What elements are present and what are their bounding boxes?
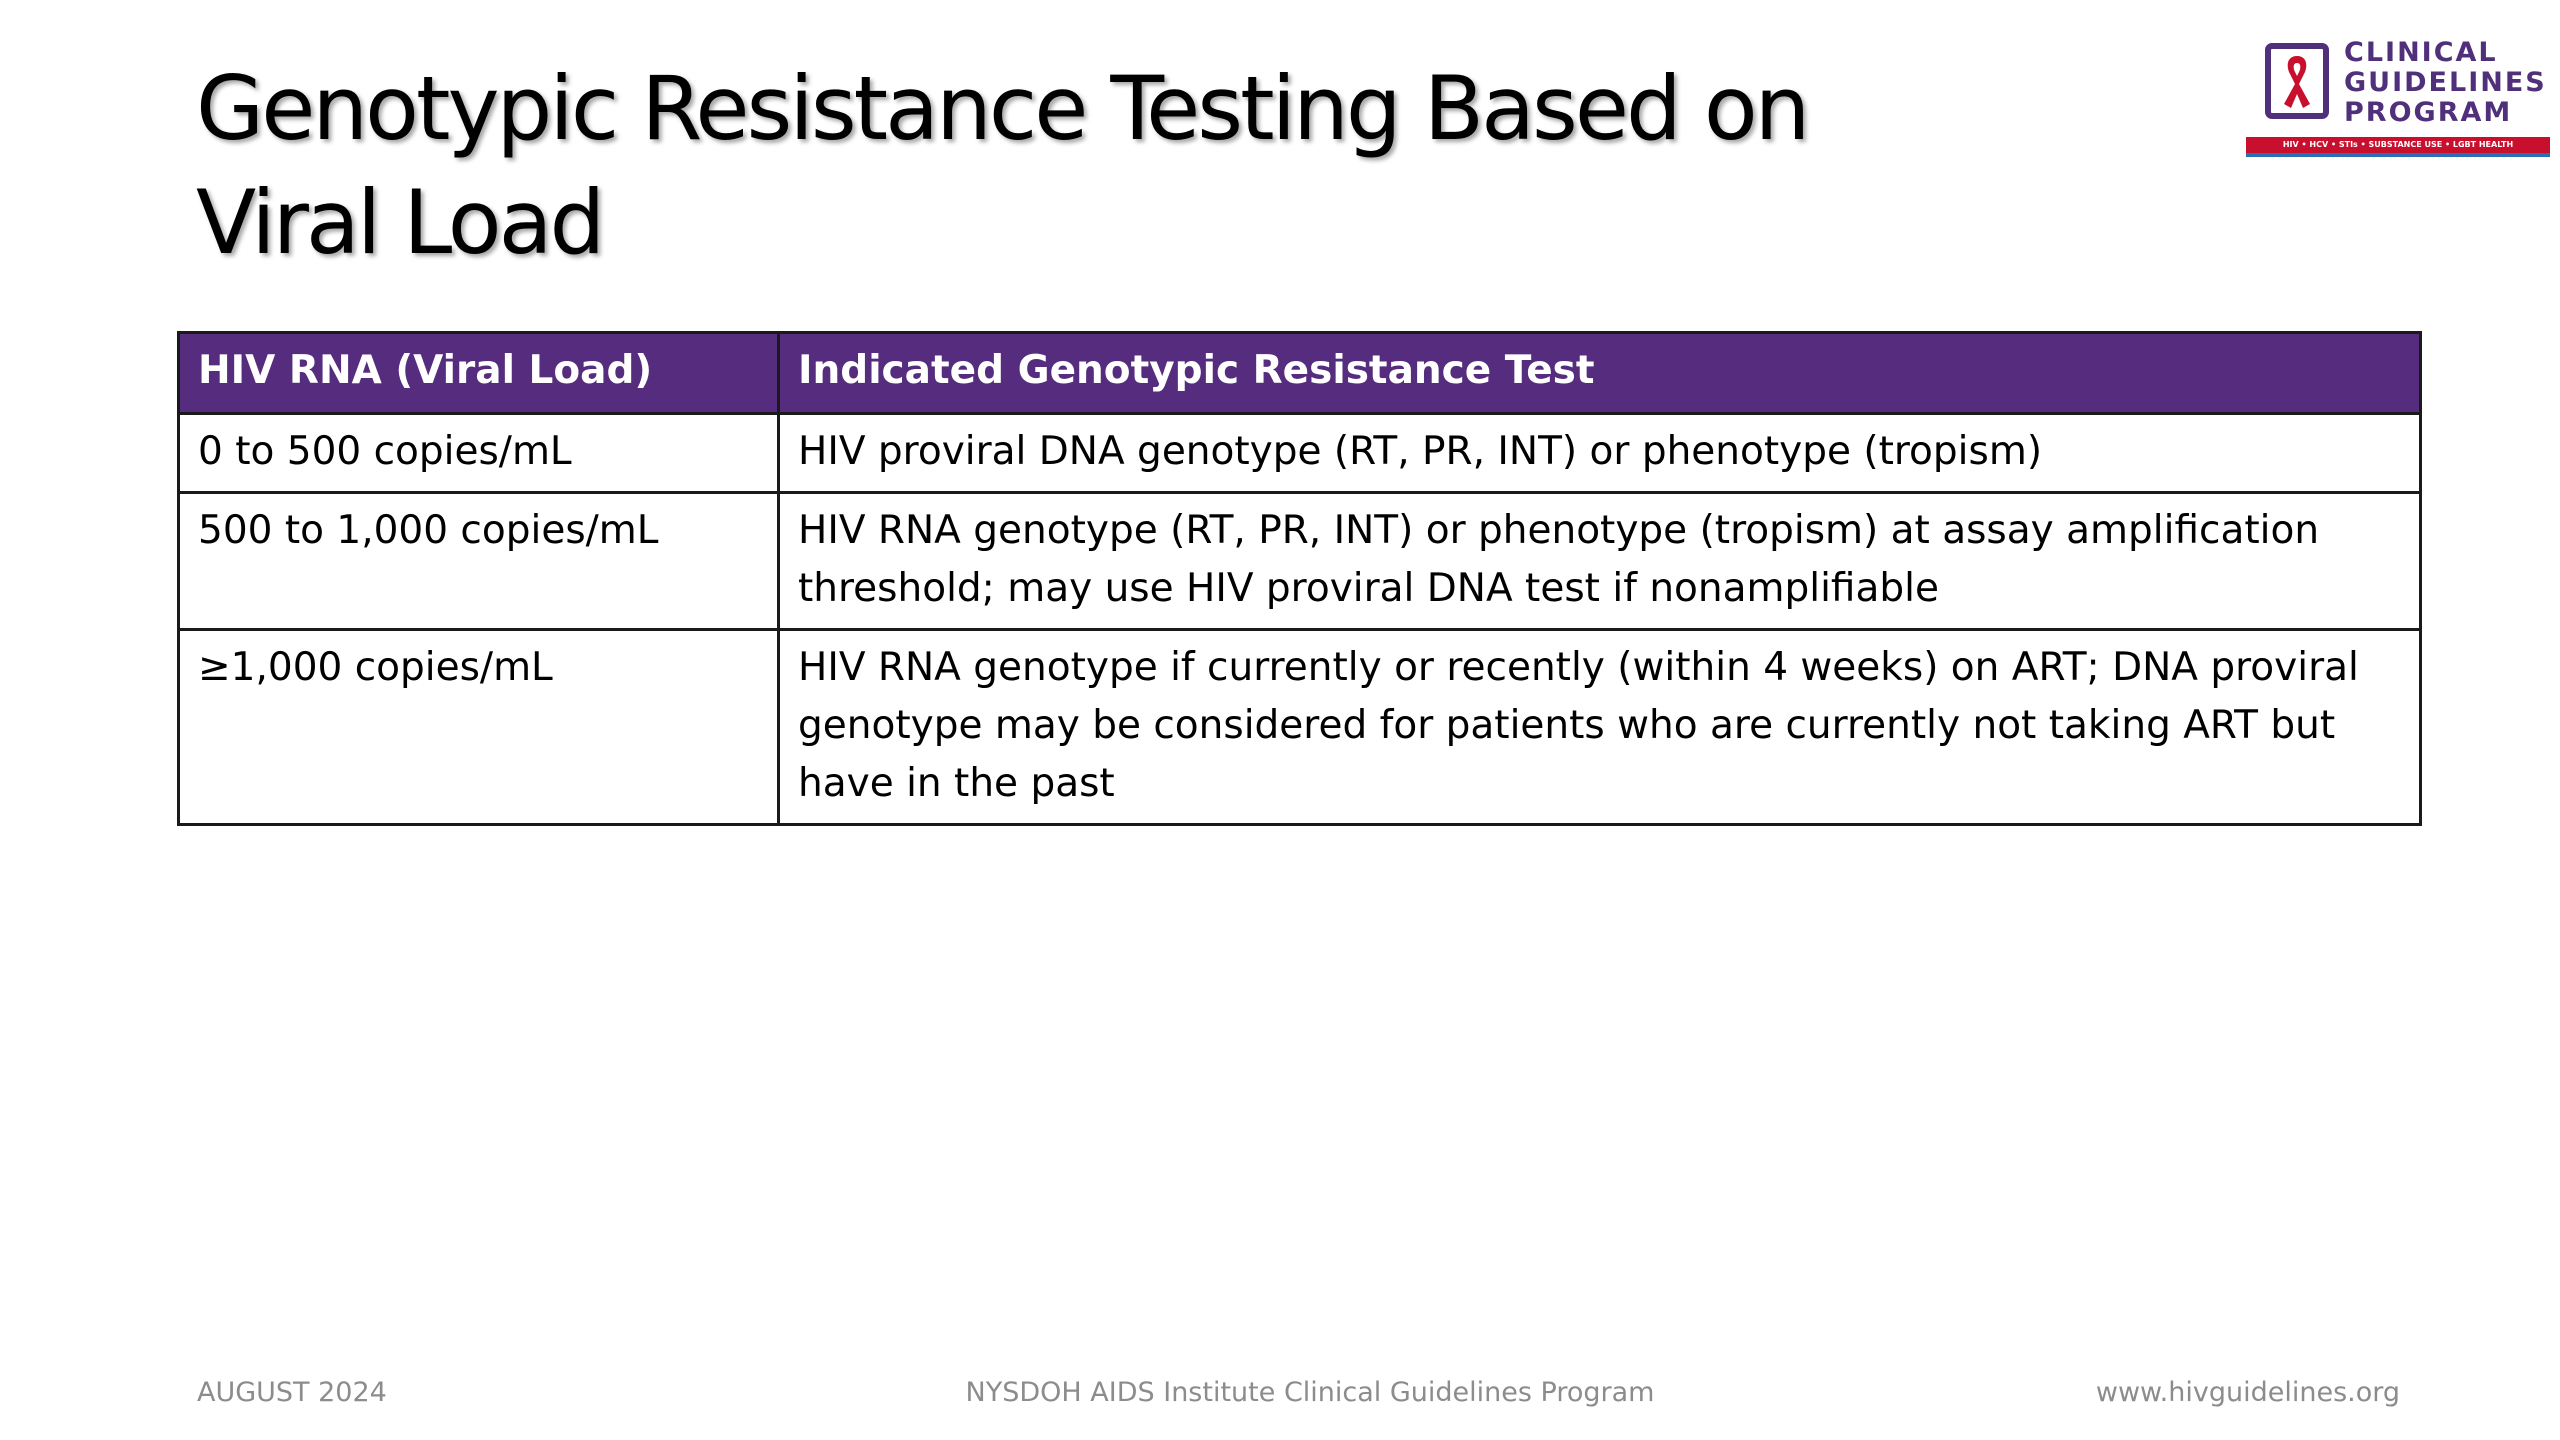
indicated-test-cell: HIV RNA genotype (RT, PR, INT) or phenot… [777, 491, 2422, 631]
table-header-row: HIV RNA (Viral Load) Indicated Genotypic… [177, 331, 2422, 415]
logo-line-program: PROGRAM [2344, 97, 2513, 128]
logo-line-clinical: CLINICAL [2344, 37, 2498, 68]
logo-wordmark: CLINICAL GUIDELINES PROGRAM [2344, 38, 2550, 128]
viral-load-cell: ≥1,000 copies/mL [177, 628, 780, 826]
logo-tagline: HIV • HCV • STIs • SUBSTANCE USE • LGBT … [2246, 137, 2550, 157]
viral-load-cell: 0 to 500 copies/mL [177, 412, 780, 494]
slide-title-line-1: Genotypic Resistance Testing Based on [196, 57, 1810, 160]
table-row: 500 to 1,000 copies/mL HIV RNA genotype … [177, 491, 2422, 631]
column-header-viral-load: HIV RNA (Viral Load) [177, 331, 780, 415]
slide-title: Genotypic Resistance Testing Based on Vir… [196, 52, 1896, 280]
ribbon-icon [2265, 43, 2329, 119]
slide-title-line-2: Viral Load [196, 171, 605, 274]
column-header-indicated-test: Indicated Genotypic Resistance Test [777, 331, 2422, 415]
indicated-test-cell: HIV RNA genotype if currently or recentl… [777, 628, 2422, 826]
table-row: 0 to 500 copies/mL HIV proviral DNA geno… [177, 412, 2422, 494]
logo-line-guidelines: GUIDELINES [2344, 67, 2547, 98]
footer-date: AUGUST 2024 [197, 1377, 387, 1408]
footer-website: www.hivguidelines.org [2095, 1377, 2400, 1408]
resistance-testing-table: HIV RNA (Viral Load) Indicated Genotypic… [177, 331, 2422, 826]
table-row: ≥1,000 copies/mL HIV RNA genotype if cur… [177, 628, 2422, 826]
viral-load-cell: 500 to 1,000 copies/mL [177, 491, 780, 631]
clinical-guidelines-program-logo: CLINICAL GUIDELINES PROGRAM HIV • HCV • … [2240, 38, 2550, 162]
footer-program-name: NYSDOH AIDS Institute Clinical Guideline… [965, 1377, 1655, 1408]
indicated-test-cell: HIV proviral DNA genotype (RT, PR, INT) … [777, 412, 2422, 494]
